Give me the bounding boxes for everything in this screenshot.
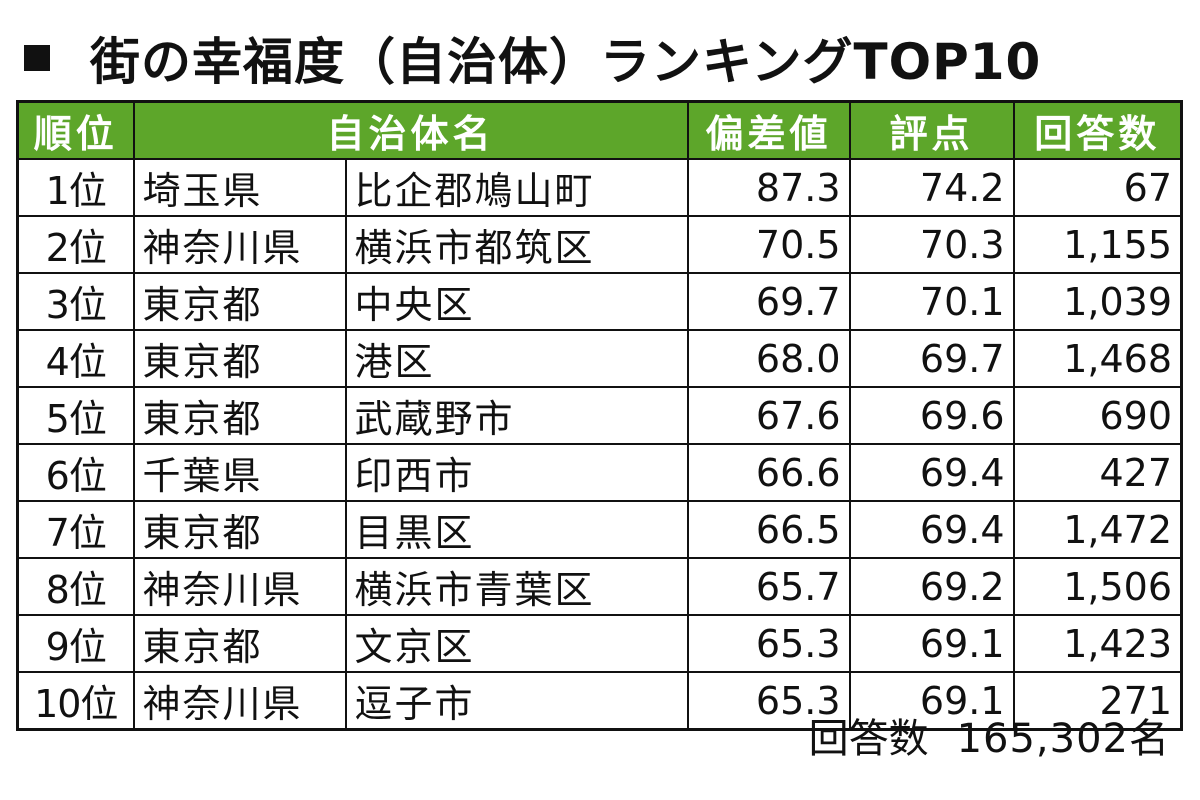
cell-rank: 3位 [16,272,135,331]
ranking-table: 順位 自治体名 偏差値 評点 回答数 1位 埼玉県 比企郡鳩山町 87.3 74… [16,100,1184,731]
cell-score: 70.1 [848,272,1015,331]
cell-city: 横浜市青葉区 [344,557,689,616]
cell-prefecture: 神奈川県 [132,671,347,731]
page-title: 街の幸福度（自治体）ランキングTOP10 [20,18,1041,98]
cell-rank: 8位 [16,557,135,616]
cell-deviation: 66.5 [686,500,851,559]
cell-prefecture: 神奈川県 [132,215,347,274]
cell-prefecture: 千葉県 [132,443,347,502]
cell-rank: 9位 [16,614,135,673]
table-row: 8位 神奈川県 横浜市青葉区 65.7 69.2 1,506 [16,557,1183,616]
cell-rank: 4位 [16,329,135,388]
cell-score: 69.4 [848,500,1015,559]
cell-score: 69.1 [848,614,1015,673]
cell-city: 印西市 [344,443,689,502]
cell-responses: 1,506 [1012,557,1183,616]
header-score: 評点 [848,100,1015,160]
total-responses: 回答数 165,302名 [809,706,1170,764]
cell-prefecture: 東京都 [132,500,347,559]
cell-rank: 10位 [16,671,135,731]
cell-rank: 5位 [16,386,135,445]
table-row: 10位 神奈川県 逗子市 65.3 69.1 271 [16,671,1183,731]
cell-deviation: 66.6 [686,443,851,502]
header-responses: 回答数 [1012,100,1183,160]
cell-score: 70.3 [848,215,1015,274]
cell-prefecture: 東京都 [132,272,347,331]
header-deviation: 偏差値 [686,100,851,160]
cell-responses: 1,155 [1012,215,1183,274]
cell-score: 69.2 [848,557,1015,616]
cell-deviation: 68.0 [686,329,851,388]
cell-score: 74.2 [848,158,1015,217]
title-text: 街の幸福度（自治体）ランキングTOP10 [90,33,1042,91]
cell-city: 中央区 [344,272,689,331]
cell-deviation: 65.3 [686,614,851,673]
cell-score: 69.6 [848,386,1015,445]
cell-prefecture: 東京都 [132,329,347,388]
cell-deviation: 65.3 [686,671,851,731]
cell-deviation: 69.7 [686,272,851,331]
table-row: 9位 東京都 文京区 65.3 69.1 1,423 [16,614,1183,673]
cell-city: 逗子市 [344,671,689,731]
cell-score: 69.1 [848,671,1015,731]
cell-prefecture: 東京都 [132,614,347,673]
cell-responses: 271 [1012,671,1183,731]
title-bullet-square [24,45,50,71]
cell-rank: 2位 [16,215,135,274]
table-row: 3位 東京都 中央区 69.7 70.1 1,039 [16,272,1183,331]
header-rank: 順位 [16,100,135,160]
table-header-row: 順位 自治体名 偏差値 評点 回答数 [16,100,1183,160]
cell-city: 横浜市都筑区 [344,215,689,274]
table-row: 5位 東京都 武蔵野市 67.6 69.6 690 [16,386,1183,445]
header-municipality: 自治体名 [132,100,689,160]
cell-responses: 1,039 [1012,272,1183,331]
table-row: 2位 神奈川県 横浜市都筑区 70.5 70.3 1,155 [16,215,1183,274]
cell-city: 武蔵野市 [344,386,689,445]
total-responses-label: 回答数 [808,716,929,762]
cell-deviation: 70.5 [686,215,851,274]
cell-responses: 427 [1012,443,1183,502]
cell-rank: 7位 [16,500,135,559]
cell-deviation: 67.6 [686,386,851,445]
cell-deviation: 87.3 [686,158,851,217]
table-row: 1位 埼玉県 比企郡鳩山町 87.3 74.2 67 [16,158,1183,217]
cell-city: 港区 [344,329,689,388]
cell-responses: 690 [1012,386,1183,445]
cell-city: 目黒区 [344,500,689,559]
total-responses-value: 165,302名 [956,716,1170,762]
cell-rank: 6位 [16,443,135,502]
cell-prefecture: 東京都 [132,386,347,445]
cell-score: 69.4 [848,443,1015,502]
table-row: 7位 東京都 目黒区 66.5 69.4 1,472 [16,500,1183,559]
cell-score: 69.7 [848,329,1015,388]
cell-rank: 1位 [16,158,135,217]
cell-deviation: 65.7 [686,557,851,616]
table-row: 6位 千葉県 印西市 66.6 69.4 427 [16,443,1183,502]
cell-responses: 67 [1012,158,1183,217]
cell-responses: 1,472 [1012,500,1183,559]
cell-prefecture: 神奈川県 [132,557,347,616]
cell-city: 文京区 [344,614,689,673]
cell-responses: 1,423 [1012,614,1183,673]
table-row: 4位 東京都 港区 68.0 69.7 1,468 [16,329,1183,388]
cell-city: 比企郡鳩山町 [344,158,689,217]
cell-responses: 1,468 [1012,329,1183,388]
cell-prefecture: 埼玉県 [132,158,347,217]
